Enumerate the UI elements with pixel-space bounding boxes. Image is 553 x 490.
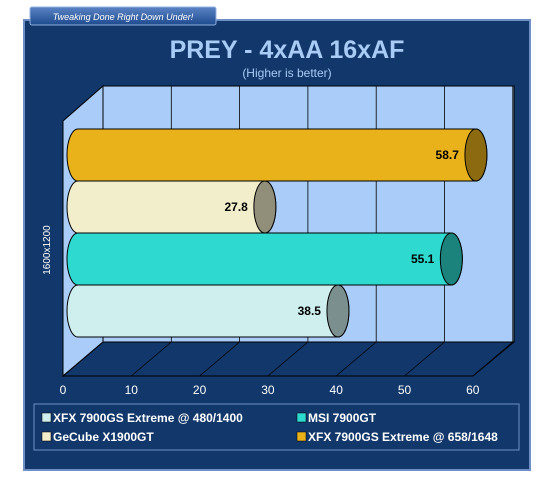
x-tick-label: 40 — [330, 383, 344, 397]
x-tick-label: 0 — [60, 383, 67, 397]
gridline-floor — [267, 341, 309, 377]
bars: 38.5 55.1 27.8 58.7 — [66, 128, 488, 338]
legend-label-msi: MSI 7900GT — [308, 411, 377, 425]
x-axis-ticks: 0 10 20 30 40 50 60 — [60, 383, 480, 397]
header-tagline: Tweaking Done Right Down Under! — [53, 12, 194, 22]
legend-label-xfx-480: XFX 7900GS Extreme @ 480/1400 — [53, 411, 243, 425]
bar-value-label: 58.7 — [436, 148, 460, 162]
chart-title: PREY - 4xAA 16xAF — [170, 36, 405, 64]
gridline-floor — [62, 341, 104, 377]
x-tick-label: 20 — [193, 383, 207, 397]
bar-body — [66, 128, 488, 182]
legend-label-gecube: GeCube X1900GT — [53, 430, 154, 444]
bar-0: 38.5 — [66, 284, 350, 338]
bar-value-label: 27.8 — [225, 200, 249, 214]
legend-swatch-msi — [296, 412, 307, 423]
bar-end-cap — [253, 180, 277, 234]
legend-swatch-gecube — [41, 431, 52, 442]
legend-label-xfx-658: XFX 7900GS Extreme @ 658/1648 — [308, 430, 498, 444]
bar-1: 55.1 — [66, 232, 463, 286]
bar-value-label: 38.5 — [298, 304, 322, 318]
bar-end-cap — [464, 128, 488, 182]
bar-value-label: 55.1 — [411, 252, 435, 266]
gridline-floor — [404, 341, 445, 377]
y-axis-label: 1600x1200 — [42, 225, 53, 275]
x-tick-label: 10 — [125, 383, 139, 397]
x-tick-label: 30 — [261, 383, 275, 397]
bar-body — [66, 232, 463, 286]
bar-end-cap — [326, 284, 350, 338]
gridline-floor — [199, 341, 240, 377]
chart-subtitle: (Higher is better) — [242, 66, 331, 80]
header-tab — [29, 6, 217, 26]
legend-swatch-xfx-480 — [41, 412, 52, 423]
gridline-floor — [131, 341, 172, 377]
bar-3: 58.7 — [66, 128, 488, 182]
bar-end-cap — [439, 232, 463, 286]
legend-swatch-xfx-658 — [296, 431, 307, 442]
legend-box — [33, 403, 520, 451]
gridline-floor — [472, 341, 514, 377]
x-tick-label: 50 — [398, 383, 412, 397]
x-tick-label: 60 — [466, 383, 480, 397]
gridline-floor — [335, 341, 377, 377]
bar-2: 27.8 — [66, 180, 277, 234]
